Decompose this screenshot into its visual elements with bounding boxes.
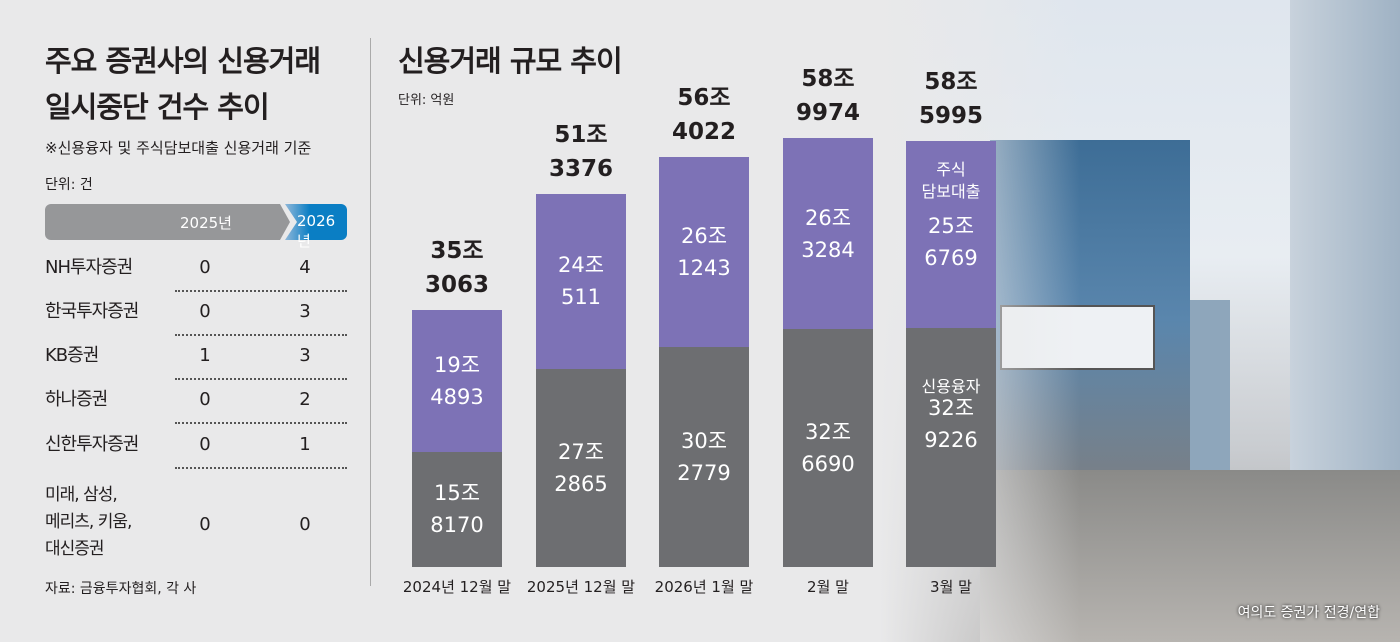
bar-segment-credit-loan: 15조 8170 xyxy=(412,451,502,567)
row-separator xyxy=(175,378,347,380)
header-2025: 2025년 xyxy=(180,214,232,232)
series-annotation-credit-loan: 신용융자 xyxy=(921,376,981,396)
data-label: 24조 511 xyxy=(557,253,605,310)
value-2026: 4 xyxy=(299,257,311,278)
table-note: ※신용융자 및 주식담보대출 신용거래 기준 xyxy=(45,139,312,157)
bar-segment-stock-loan: 19조 4893 xyxy=(412,310,502,452)
bar-segment-stock-loan: 주식 담보대출 25조 6769 xyxy=(906,140,996,328)
header-2026: 2026년 xyxy=(297,212,336,250)
value-2025: 0 xyxy=(199,514,211,535)
bar-segment-stock-loan: 26조 3284 xyxy=(783,138,873,330)
data-label: 26조 3284 xyxy=(801,205,855,262)
stacked-bar: 26조 1243 30조 2779 xyxy=(659,156,749,567)
x-tick-label: 2024년 12월 말 xyxy=(402,578,512,596)
data-label: 19조 4893 xyxy=(430,353,484,410)
value-2026: 1 xyxy=(299,434,311,455)
bar-segment-credit-loan: 신용융자 32조 9226 xyxy=(906,327,996,567)
x-tick-label: 3월 말 xyxy=(930,578,972,596)
value-2026: 3 xyxy=(299,301,311,322)
bar-segment-stock-loan: 26조 1243 xyxy=(659,156,749,347)
value-2025: 0 xyxy=(199,301,211,322)
value-2025: 0 xyxy=(199,434,211,455)
company-name: 하나증권 xyxy=(45,389,108,410)
table-unit: 단위: 건 xyxy=(45,177,93,193)
data-label: 15조 8170 xyxy=(430,481,484,538)
stacked-bar: 24조 511 27조 2865 xyxy=(536,193,626,567)
company-name: 신한투자증권 xyxy=(45,434,139,455)
data-label: 30조 2779 xyxy=(677,428,731,485)
bar-segment-credit-loan: 30조 2779 xyxy=(659,346,749,567)
data-label: 32조 9226 xyxy=(924,395,978,452)
company-name: 미래, 삼성, 메리츠, 키움, 대신증권 xyxy=(45,485,132,559)
company-name: 한국투자증권 xyxy=(45,301,139,322)
building xyxy=(1290,0,1400,470)
row-separator xyxy=(175,422,347,424)
data-label: 26조 1243 xyxy=(677,223,731,280)
bar-segment-credit-loan: 32조 6690 xyxy=(783,329,873,567)
chart-title: 신용거래 규모 추이 xyxy=(398,44,623,78)
stacked-bar: 19조 4893 15조 8170 xyxy=(412,310,502,567)
year-header: 2025년 2026년 xyxy=(45,204,347,250)
value-2025: 0 xyxy=(199,257,211,278)
total-label: 58조 5995 xyxy=(918,68,983,129)
background-photo: 여의도 증권가 전경/연합 xyxy=(880,0,1400,642)
building xyxy=(1190,300,1230,470)
data-label: 32조 6690 xyxy=(801,420,855,477)
value-2025: 1 xyxy=(199,345,211,366)
total-label: 51조 3376 xyxy=(548,121,613,182)
series-annotation-stock-loan: 주식 담보대출 xyxy=(921,159,981,201)
company-name: NH투자증권 xyxy=(45,257,133,278)
data-label: 27조 2865 xyxy=(554,439,608,496)
photo-credit: 여의도 증권가 전경/연합 xyxy=(1237,605,1380,621)
row-separator xyxy=(175,467,347,469)
total-label: 58조 9974 xyxy=(795,66,860,126)
x-tick-label: 2025년 12월 말 xyxy=(526,578,636,596)
total-label: 35조 3063 xyxy=(424,238,489,299)
bar-segment-credit-loan: 27조 2865 xyxy=(536,368,626,567)
table-title-line1: 주요 증권사의 신용거래 xyxy=(45,44,321,78)
value-2026: 0 xyxy=(299,514,311,535)
chart-unit: 단위: 억원 xyxy=(398,93,455,108)
source: 자료: 금융투자협회, 각 사 xyxy=(45,581,197,597)
value-2025: 0 xyxy=(199,389,211,410)
row-separator xyxy=(175,290,347,292)
stacked-bar: 주식 담보대출 25조 6769 신용융자 32조 9226 xyxy=(906,140,996,567)
data-label: 25조 6769 xyxy=(924,213,978,270)
row-separator xyxy=(175,334,347,336)
company-name: KB증권 xyxy=(45,345,99,366)
total-label: 56조 4022 xyxy=(671,84,736,145)
x-tick-label: 2026년 1월 말 xyxy=(654,578,754,596)
value-2026: 2 xyxy=(299,389,311,410)
x-tick-label: 2월 말 xyxy=(807,578,849,596)
divider xyxy=(370,38,371,586)
value-2026: 3 xyxy=(299,345,311,366)
table-title-line2: 일시중단 건수 추이 xyxy=(45,90,270,124)
bar-segment-stock-loan: 24조 511 xyxy=(536,193,626,369)
stacked-bar: 26조 3284 32조 6690 xyxy=(783,138,873,567)
